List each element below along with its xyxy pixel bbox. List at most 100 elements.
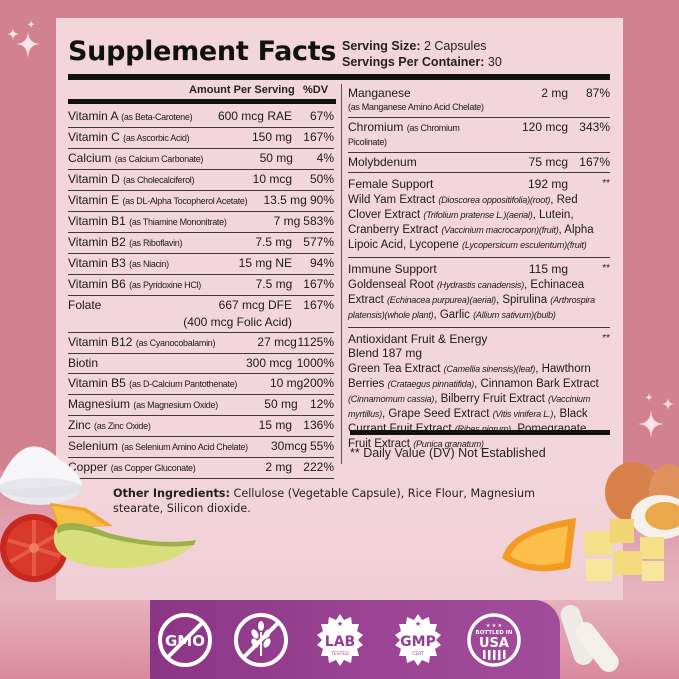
ingredient-separator: , Grape Seed Extract — [382, 408, 493, 420]
nutrient-amount: 7.5 mg — [255, 277, 293, 291]
ingredient-separator: , Lutein, — [532, 209, 574, 221]
ingredient-latin: (Hydrastis canadensis) — [436, 280, 525, 290]
nutrient-dv: 55% — [309, 439, 334, 453]
blend-ingredients: Goldenseal Root (Hydrastis canadensis), … — [348, 278, 610, 328]
ingredient-separator: , Red — [550, 194, 578, 206]
ingredient-latin: (Allium sativum)(bulb) — [473, 310, 556, 320]
svg-text:GMP: GMP — [400, 634, 436, 650]
gluten-free-icon — [234, 613, 288, 667]
divider-thick — [350, 430, 610, 435]
other-ingredients-text: Cellulose (Vegetable Capsule), Rice Flou… — [113, 487, 535, 515]
nutrient-name: Copper (as Copper Gluconate) — [68, 461, 200, 475]
blend-name: Female Support — [348, 177, 434, 191]
nutrient-dv: 4% — [316, 151, 334, 165]
nutrient-row: Selenium (as Selenium Amino Acid Chelate… — [68, 437, 334, 458]
ingredient-separator: , — [433, 309, 440, 321]
nutrient-label: Vitamin E — [68, 193, 120, 207]
nutrient-row: Vitamin B2 (as Riboflavin) 7.5 mg 577% — [68, 233, 334, 254]
svg-text:★: ★ — [415, 620, 421, 628]
serving-info: Serving Size: 2 Capsules Servings Per Co… — [342, 38, 502, 70]
nutrient-amount: 15 mg — [258, 418, 292, 432]
nutrient-row: Manganese (as Manganese Amino Acid Chelat… — [348, 84, 610, 118]
bottled-in-usa-icon: ★ ★ ★ BOTTLED IN USA — [467, 613, 521, 667]
svg-text:★ ★ ★: ★ ★ ★ — [486, 623, 503, 629]
nutrient-name: Molybdenum — [348, 156, 498, 169]
nutrient-name: Chromium (as Chromium Picolinate) — [348, 121, 498, 149]
nutrient-row: Chromium (as Chromium Picolinate) 120 mcg… — [348, 118, 610, 153]
nutrient-source: (as Beta-Carotene) — [121, 112, 193, 122]
nutrient-label: Vitamin B3 — [68, 256, 126, 270]
page-title: Supplement Facts — [68, 36, 337, 67]
blend-dv: ** — [602, 263, 610, 274]
nutrient-row: Biotin 300 mcg 1000% — [68, 354, 334, 374]
nutrient-dv: 167% — [303, 130, 334, 144]
nutrient-amount: 300 mcg — [245, 356, 292, 370]
nutrient-label: Molybdenum — [348, 155, 417, 169]
nutrient-name: Vitamin B5 (as D-Calcium Pantothenate) — [68, 377, 237, 391]
powder-bowl-image — [0, 446, 82, 505]
ingredient-separator: , Bilberry Fruit Extract — [434, 393, 548, 405]
nutrient-source: (as Ascorbic Acid) — [123, 133, 190, 143]
ingredient-name: Spirulina — [502, 294, 551, 306]
nutrient-dv: 222% — [303, 460, 334, 474]
nutrient-label: Vitamin D — [68, 172, 120, 186]
nutrient-source: (as Calcium Carbonate) — [114, 154, 204, 164]
sparkle-icon — [638, 393, 674, 438]
nutrient-dv: 12% — [309, 397, 334, 411]
blend-amount: 192 mg — [527, 177, 568, 191]
dv-footnote: ** Daily Value (DV) Not Established — [350, 446, 546, 460]
nutrient-name: Vitamin B2 (as Riboflavin) — [68, 236, 200, 250]
nutrient-row: Vitamin D (as Cholecalciferol) 10 mcg 50% — [68, 170, 334, 191]
gluten-free-badge — [233, 612, 289, 668]
nutrient-source: (as Selenium Amino Acid Chelate) — [121, 442, 248, 452]
other-ingredients: Other Ingredients: Cellulose (Vegetable … — [113, 486, 573, 516]
nutrient-table-left: Vitamin A (as Beta-Carotene) 600 mcg RAE 6… — [68, 107, 334, 479]
ingredient-name: Lycopene — [409, 239, 463, 251]
nutrient-row: Folate 667 mcg DFE (400 mcg Folic Acid) 167… — [68, 296, 334, 333]
nutrient-dv: 90% — [309, 193, 334, 207]
nutrient-dv: 343% — [579, 120, 610, 134]
ingredient-latin: (Camellia sinensis)(leaf) — [443, 364, 536, 374]
nutrient-name: Calcium (as Calcium Carbonate) — [68, 152, 203, 166]
nutrient-name: Folate — [68, 299, 183, 312]
nutrient-label: Calcium — [68, 151, 112, 165]
nutrient-amount: 667 mcg DFE — [218, 298, 292, 312]
lab-tested-badge: ★ LAB TESTED — [312, 612, 368, 668]
nutrient-source: (as Thiamine Mononitrate) — [129, 217, 227, 227]
nutrient-label: Vitamin B5 — [68, 376, 126, 390]
nutrient-source: (as Niacin) — [129, 259, 169, 269]
nutrient-dv: 94% — [309, 256, 334, 270]
other-ingredients-label: Other Ingredients: — [113, 487, 230, 500]
column-divider — [341, 84, 342, 464]
nutrient-amount: 15 mg NE — [238, 256, 292, 270]
svg-text:★: ★ — [337, 620, 343, 628]
nutrient-amount: 50 mg — [264, 397, 298, 411]
nutrient-row: Vitamin B3 (as Niacin) 15 mg NE 94% — [68, 254, 334, 275]
nutrient-dv: 583% — [303, 214, 334, 228]
blend-dv: ** — [602, 333, 610, 344]
column-header-dv: %DV — [303, 84, 329, 96]
nutrient-name: Vitamin B1 (as Thiamine Mononitrate) — [68, 215, 227, 229]
svg-text:GMO: GMO — [165, 632, 205, 650]
ingredient-separator: , Echinacea — [524, 279, 585, 291]
nutrient-row: Vitamin A (as Beta-Carotene) 600 mcg RAE 6… — [68, 107, 334, 128]
nutrient-label: Copper — [68, 460, 108, 474]
nutrient-amount: 10 mcg — [252, 172, 292, 186]
divider-thick — [68, 74, 610, 80]
nutrient-dv: 1000% — [296, 356, 334, 370]
column-header-amount: Amount Per Serving — [189, 84, 295, 96]
nutrient-dv: 167% — [579, 155, 610, 169]
nutrient-amount: 7 mg — [273, 214, 301, 228]
nutrient-source: (as Riboflavin) — [129, 238, 183, 248]
nutrient-name: Vitamin B3 (as Niacin) — [68, 257, 200, 271]
nutrient-name: Vitamin B12 (as Cyanocobalamin) — [68, 336, 215, 350]
nutrient-amount: 120 mcg — [521, 120, 568, 134]
ingredient-latin: (Crataegus pinnatifida) — [387, 379, 475, 389]
nutrient-row: Vitamin E (as DL-Alpha Tocopherol Acetat… — [68, 191, 334, 212]
ingredient-latin: (Arthrospira platensis)(whole plant) — [348, 295, 595, 320]
nutrient-source: (as DL-Alpha Tocopherol Acetate) — [122, 196, 248, 206]
nutrient-name: Vitamin D (as Cholecalciferol) — [68, 173, 200, 187]
nutrient-source: (as Manganese Amino Acid Chelate) — [348, 102, 484, 112]
nutrient-label: Vitamin A — [68, 109, 118, 123]
nutrient-label: Chromium — [348, 120, 404, 134]
